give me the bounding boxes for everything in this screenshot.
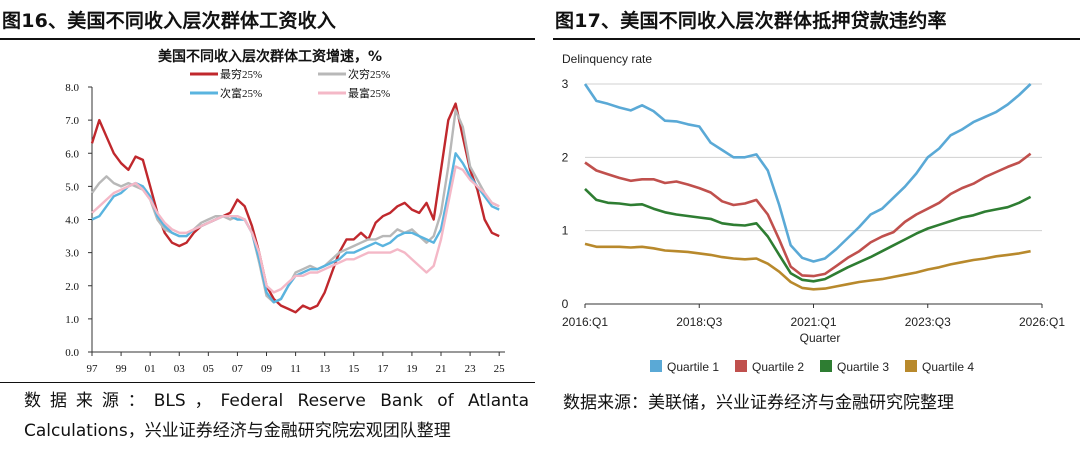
legend-label: 最穷25%	[220, 67, 262, 81]
x-tick-label: 05	[203, 363, 215, 375]
figure-17-title: 图17、美国不同收入层次群体抵押贷款违约率	[555, 10, 947, 32]
y-tick-label: 1	[562, 224, 569, 238]
wage-growth-chart: 美国不同收入层次群体工资增速，% 最穷25% 次穷25% 次富25% 最富25% 0.…	[65, 48, 505, 375]
y-tick-label: 6.0	[65, 148, 79, 160]
x-tick-label: 01	[145, 363, 156, 375]
series-line	[584, 187, 1032, 283]
figure-17-source: 数据来源：美联储，兴业证券经济与金融研究院整理	[563, 393, 954, 413]
y-tick-label: 0.0	[65, 347, 79, 359]
x-tick-label: 99	[116, 363, 128, 375]
source-line-1: 数据来源：BLS，Federal Reserve Bank of Atlanta	[24, 391, 529, 411]
legend-swatch	[735, 360, 747, 372]
x-tick-label: 13	[319, 363, 331, 375]
series-line	[91, 165, 500, 294]
chart-axes: 0 1 2 3 2016:Q1 2018:Q3 2021:Q1 2023:Q3 2026:Q1	[562, 77, 1066, 329]
x-tick-label: 2016:Q1	[562, 315, 608, 329]
y-tick-label: 8.0	[65, 82, 79, 94]
series-line	[583, 83, 1032, 263]
legend-swatch	[650, 360, 662, 372]
x-tick-label: 2018:Q3	[676, 315, 722, 329]
x-tick-label: 23	[465, 363, 477, 375]
x-tick-label: 2023:Q3	[905, 315, 951, 329]
y-tick-label: 3	[562, 77, 569, 91]
x-tick-label: 03	[174, 363, 186, 375]
legend-label: 次穷25%	[348, 67, 390, 81]
y-tick-label: 5.0	[65, 181, 79, 193]
x-tick-label: 2021:Q1	[790, 315, 836, 329]
legend-label: Quartile 3	[837, 360, 889, 374]
series-line	[91, 152, 500, 304]
chart-legend: Quartile 1 Quartile 2 Quartile 3 Quartile 4	[650, 360, 974, 374]
chart-axes: 0.0 1.0 2.0 3.0 4.0 5.0 6.0 7.0 8.0 97 99 01 03 05 07 0…	[65, 82, 505, 375]
chart-legend: 最穷25% 次穷25% 次富25% 最富25%	[190, 67, 390, 100]
title-rule	[0, 38, 535, 40]
x-tick-label: 19	[406, 363, 418, 375]
figure-17-panel: 图17、美国不同收入层次群体抵押贷款违约率 Delinquency rate 0…	[553, 0, 1080, 454]
title-rule	[553, 38, 1080, 40]
y-tick-label: 4.0	[65, 215, 79, 227]
legend-swatch	[905, 360, 917, 372]
x-axis-label: Quarter	[800, 331, 841, 345]
y-tick-label: 7.0	[65, 115, 79, 127]
series-line	[91, 108, 500, 304]
x-tick-label: 2026:Q1	[1019, 315, 1065, 329]
series-line	[584, 242, 1031, 291]
x-tick-label: 15	[348, 363, 360, 375]
chart-series	[583, 83, 1032, 291]
x-tick-label: 25	[494, 363, 506, 375]
legend-label: Quartile 2	[752, 360, 804, 374]
legend-label: 次富25%	[220, 86, 262, 100]
figure-16-panel: 图16、美国不同收入层次群体工资收入 美国不同收入层次群体工资增速，% 最穷25…	[0, 0, 535, 454]
figure-16-source: 数据来源：BLS，Federal Reserve Bank of Atlanta…	[24, 386, 529, 446]
figure-16-title: 图16、美国不同收入层次群体工资收入	[2, 10, 337, 32]
delinquency-chart: Delinquency rate 0 1 2 3 2016:Q1 2018:Q3 2021:…	[562, 52, 1066, 374]
x-tick-label: 97	[87, 363, 99, 375]
y-tick-label: 2.0	[65, 281, 79, 293]
y-tick-label: 0	[562, 297, 569, 311]
y-tick-label: 2	[562, 150, 569, 164]
x-tick-label: 21	[436, 363, 447, 375]
x-tick-label: 07	[232, 363, 244, 375]
x-tick-label: 11	[290, 363, 301, 375]
y-tick-label: 3.0	[65, 248, 79, 260]
legend-label: Quartile 1	[667, 360, 719, 374]
x-tick-label: 17	[377, 363, 389, 375]
legend-label: 最富25%	[348, 86, 390, 100]
y-axis-label: Delinquency rate	[562, 52, 652, 66]
chart-series	[90, 102, 500, 314]
legend-label: Quartile 4	[922, 360, 974, 374]
y-tick-label: 1.0	[65, 314, 79, 326]
source-rule	[0, 382, 535, 383]
legend-swatch	[820, 360, 832, 372]
chart-title: 美国不同收入层次群体工资增速，%	[158, 48, 382, 65]
series-line	[584, 152, 1032, 278]
source-line-2: Calculations，兴业证券经济与金融研究院宏观团队整理	[24, 421, 451, 441]
x-tick-label: 09	[261, 363, 273, 375]
